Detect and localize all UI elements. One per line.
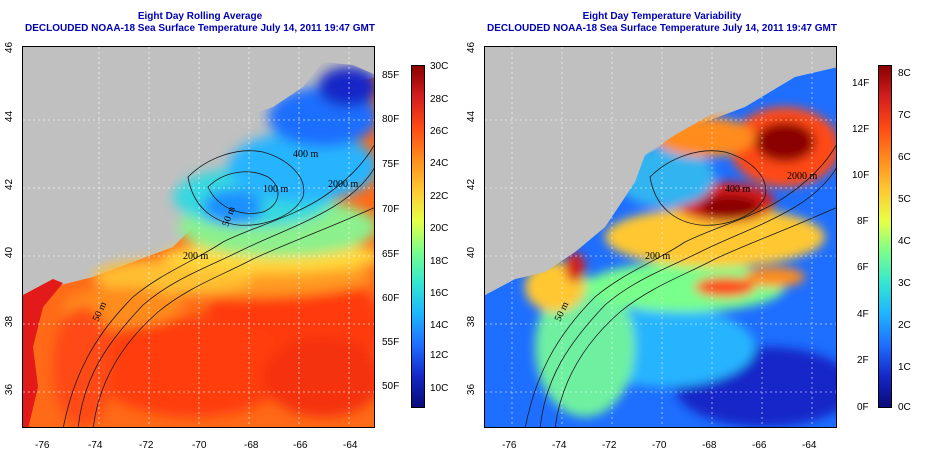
left-cb-f-label: 75F <box>382 159 400 170</box>
right-contour-label-400m: 400 m <box>725 184 751 195</box>
left-y-tick: 38 <box>4 315 16 328</box>
right-cb-f-label: 6F <box>857 262 869 273</box>
right-title: Eight Day Temperature Variability <box>582 11 742 22</box>
left-y-tick: 44 <box>4 110 16 123</box>
left-cb-c-label: 16C <box>430 288 449 299</box>
right-cb-f-label: 4F <box>857 309 869 320</box>
left-cb-f-label: 85F <box>382 70 400 81</box>
right-x-tick: -76 <box>502 440 517 451</box>
right-cb-c-label: 0C <box>898 402 911 413</box>
right-y-tick: 44 <box>466 110 478 123</box>
right-subtitle: DECLOUDED NOAA-18 Sea Surface Temperatur… <box>487 23 837 34</box>
right-x-tick: -66 <box>752 440 767 451</box>
left-map-graphic: 400 m 2000 m 100 m 50 m 200 m 50 m <box>23 47 374 427</box>
right-map-graphic: 400 m 2000 m 200 m 50 m <box>485 47 836 427</box>
left-cb-c-label: 22C <box>430 191 449 202</box>
right-y-tick: 40 <box>466 246 478 259</box>
right-y-tick: 36 <box>466 383 478 396</box>
left-y-tick: 42 <box>4 178 16 191</box>
left-map: 400 m 2000 m 100 m 50 m 200 m 50 m <box>22 46 375 428</box>
right-contour-label-2000m: 2000 m <box>787 171 818 182</box>
left-cb-f-label: 70F <box>382 204 400 215</box>
left-cb-c-label: 14C <box>430 320 449 331</box>
left-cb-c-label: 10C <box>430 383 449 394</box>
left-x-tick: -70 <box>192 440 207 451</box>
right-cb-c-label: 6C <box>898 152 911 163</box>
left-subtitle: DECLOUDED NOAA-18 Sea Surface Temperatur… <box>25 23 375 34</box>
left-colorbar <box>411 65 425 408</box>
right-x-tick: -72 <box>602 440 617 451</box>
left-cb-c-label: 18C <box>430 256 449 267</box>
left-contour-label-200m: 200 m <box>183 251 209 262</box>
left-cb-c-label: 26C <box>430 126 449 137</box>
left-cb-c-label: 30C <box>430 61 449 72</box>
right-y-tick: 46 <box>466 41 478 54</box>
left-contour-label-2000m: 2000 m <box>328 179 359 190</box>
left-cb-f-label: 80F <box>382 114 400 125</box>
left-contour-label-100m: 100 m <box>263 184 289 195</box>
right-x-tick: -68 <box>702 440 717 451</box>
right-cb-c-label: 8C <box>898 68 911 79</box>
left-x-tick: -64 <box>343 440 358 451</box>
left-x-tick: -74 <box>88 440 103 451</box>
right-cb-f-label: 12F <box>852 124 870 135</box>
right-cb-c-label: 7C <box>898 110 911 121</box>
left-x-tick: -66 <box>293 440 308 451</box>
left-cb-c-label: 12C <box>430 350 449 361</box>
right-y-tick: 42 <box>466 178 478 191</box>
right-colorbar <box>878 65 892 408</box>
right-cb-f-label: 8F <box>857 216 869 227</box>
right-y-tick: 38 <box>466 315 478 328</box>
left-contour-label-400m: 400 m <box>293 149 319 160</box>
right-x-tick: -70 <box>652 440 667 451</box>
right-cb-c-label: 4C <box>898 236 911 247</box>
left-y-tick: 40 <box>4 246 16 259</box>
right-cb-f-label: 2F <box>857 355 869 366</box>
left-cb-c-label: 24C <box>430 158 449 169</box>
left-cb-f-label: 50F <box>382 381 400 392</box>
left-x-tick: -68 <box>244 440 259 451</box>
right-x-tick: -64 <box>802 440 817 451</box>
left-y-tick: 46 <box>4 41 16 54</box>
right-cb-f-label: 10F <box>852 170 870 181</box>
left-cb-f-label: 60F <box>382 293 400 304</box>
right-cb-c-label: 3C <box>898 278 911 289</box>
left-y-tick: 36 <box>4 383 16 396</box>
right-contour-label-200m: 200 m <box>645 251 671 262</box>
right-cb-c-label: 1C <box>898 362 911 373</box>
right-cb-c-label: 5C <box>898 194 911 205</box>
right-cb-c-label: 2C <box>898 320 911 331</box>
left-x-tick: -72 <box>139 440 154 451</box>
left-x-tick: -76 <box>35 440 50 451</box>
right-cb-f-label: 14F <box>852 78 870 89</box>
right-cb-f-label: 0F <box>857 402 869 413</box>
left-title: Eight Day Rolling Average <box>137 11 263 22</box>
left-cb-c-label: 28C <box>430 94 449 105</box>
right-x-tick: -74 <box>552 440 567 451</box>
left-cb-c-label: 20C <box>430 223 449 234</box>
left-cb-f-label: 55F <box>382 337 400 348</box>
left-cb-f-label: 65F <box>382 249 400 260</box>
right-map: 400 m 2000 m 200 m 50 m <box>484 46 837 428</box>
